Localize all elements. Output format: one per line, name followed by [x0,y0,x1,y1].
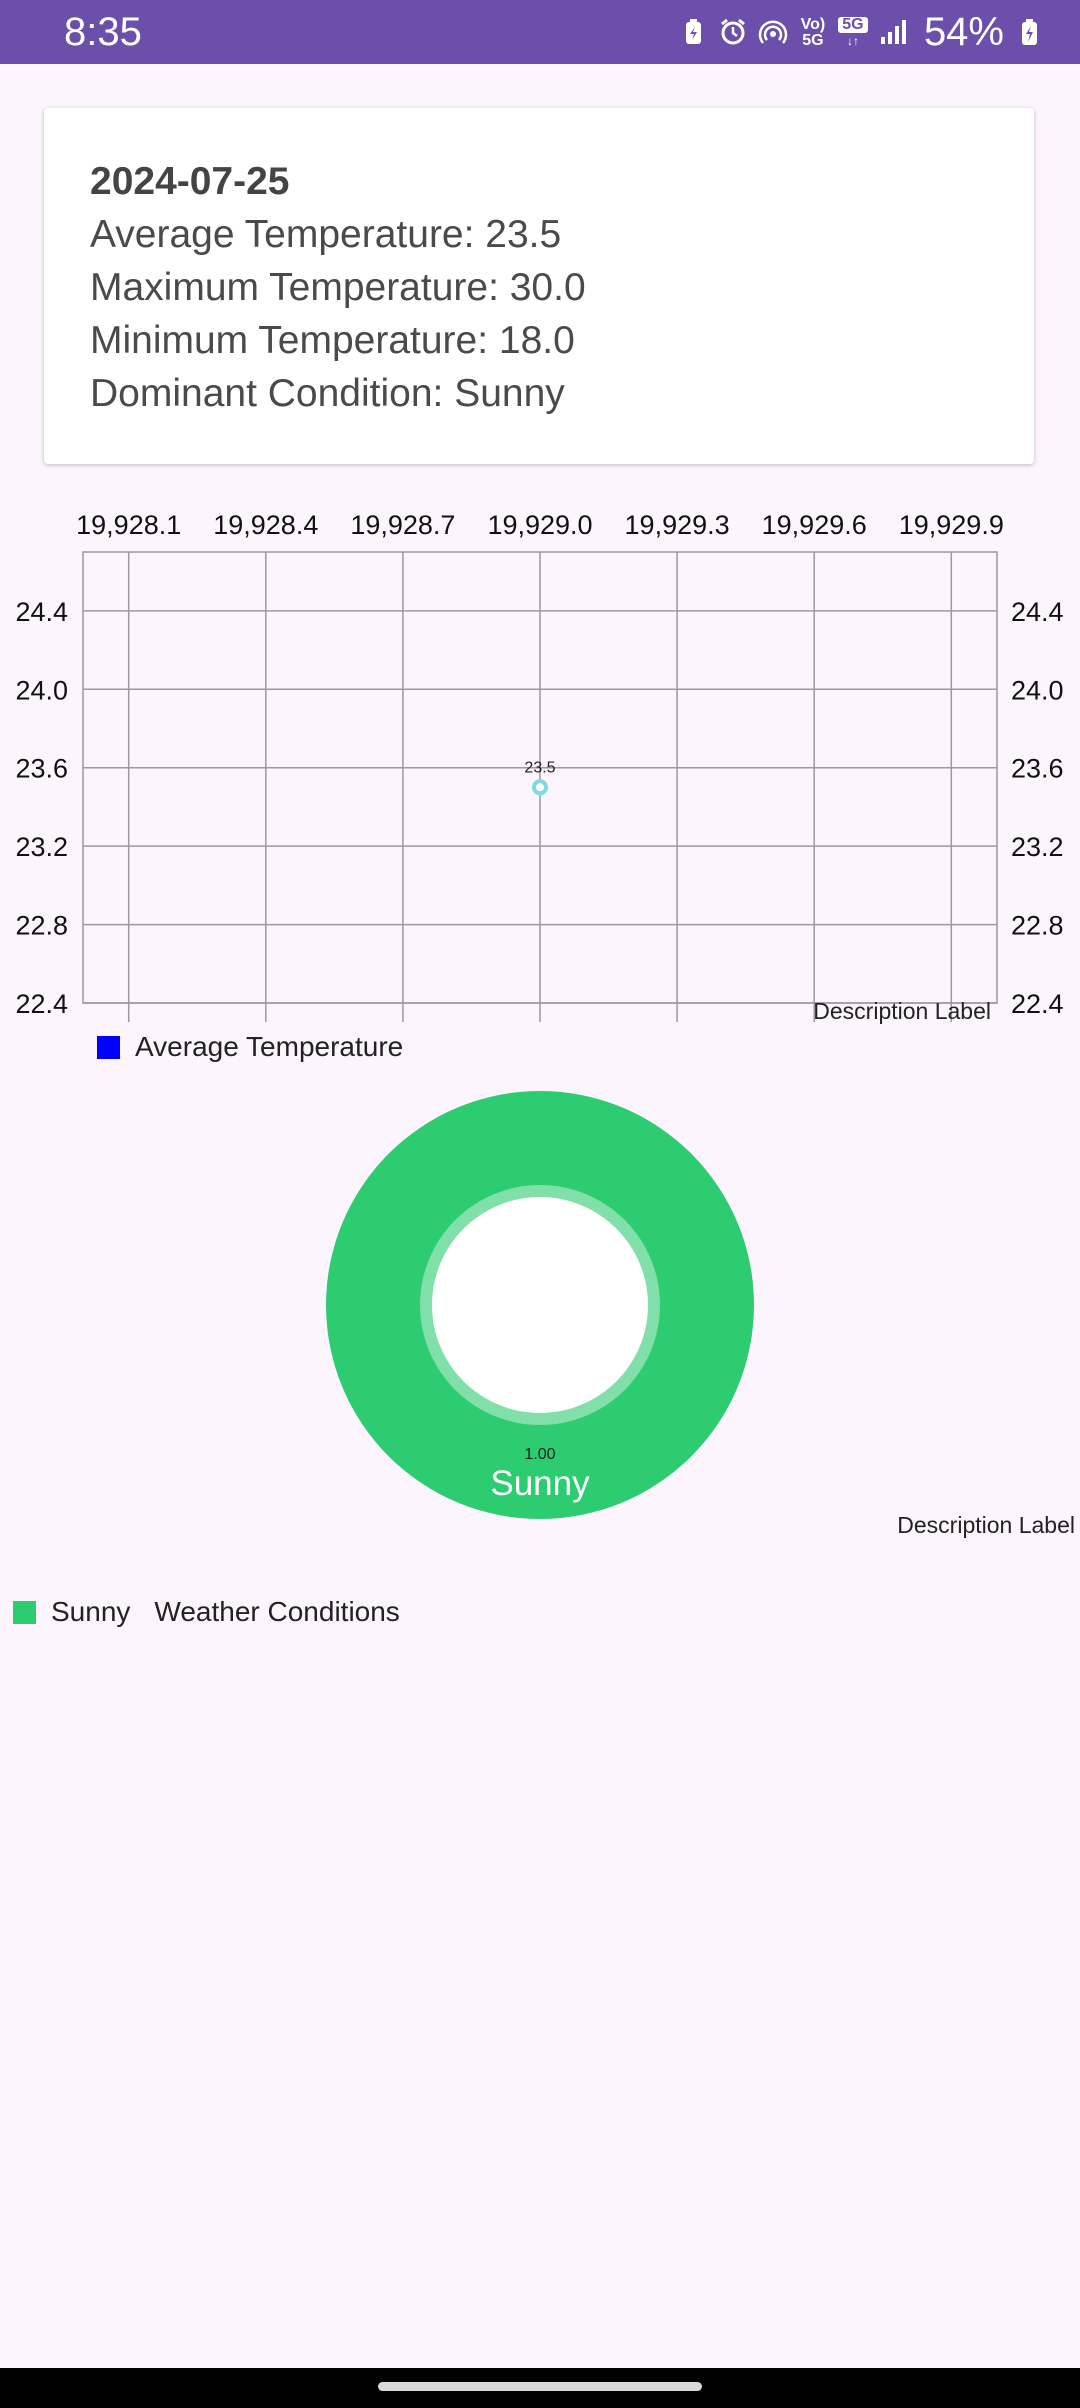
x-tick-label: 19,928.4 [213,510,318,540]
summary-maximum-temperature: Maximum Temperature: 30.0 [90,266,586,309]
summary-date: 2024-07-25 [90,160,290,203]
y-tick-label-left: 22.8 [15,911,68,941]
legend-label-sunny: Sunny [51,1596,131,1627]
pie-chart-description: Description Label [897,1512,1075,1538]
summary-card: 2024-07-25 Average Temperature: 23.5 Max… [44,108,1034,464]
y-tick-label-left: 24.4 [15,597,68,627]
signal-icon [880,20,906,44]
volte-top: Vo) [800,16,826,33]
y-tick-label-right: 23.6 [1011,754,1064,784]
y-tick-label-right: 24.0 [1011,675,1064,705]
legend-label-average-temperature: Average Temperature [135,1031,404,1062]
x-tick-label: 19,928.1 [76,510,181,540]
temperature-line-chart[interactable]: 19,928.1 19,928.4 19,928.7 19,929.0 19,929.3… [0,0,1080,1080]
pie-hole [432,1197,648,1413]
y-tick-label-right: 24.4 [1011,597,1064,627]
5g-badge: 5G [837,17,868,33]
summary-minimum-temperature: Minimum Temperature: 18.0 [90,319,575,362]
5g-arrows: ↓↑ [846,34,859,48]
y-tick-label-right: 23.2 [1011,832,1064,862]
home-gesture-handle[interactable] [378,2382,702,2391]
y-tick-label-left: 22.4 [15,989,68,1019]
x-tick-label: 19,929.9 [899,510,1004,540]
line-chart-description: Description Label [813,998,991,1024]
summary-average-temperature: Average Temperature: 23.5 [90,213,562,256]
status-bar: 8:35 Vo) 5G 5G ↓↑ [0,0,1080,64]
x-tick-label: 19,929.6 [762,510,867,540]
x-tick-label: 19,928.7 [350,510,455,540]
y-tick-label-left: 23.2 [15,832,68,862]
summary-dominant-condition: Dominant Condition: Sunny [90,372,565,415]
navigation-bar [0,2368,1080,2408]
volte-bottom: 5G [802,32,824,49]
pie-chart-legend: Sunny Weather Conditions [13,1596,400,1628]
line-chart-legend: Average Temperature [97,1031,403,1063]
legend-swatch-average-temperature [97,1035,120,1059]
pie-chart-title: Weather Conditions [154,1596,400,1627]
legend-swatch-sunny [13,1600,36,1624]
status-icons: Vo) 5G 5G ↓↑ 54% [678,8,1044,56]
alarm-icon [721,18,745,45]
data-point-label: 23.5 [524,759,555,776]
battery-charging-icon [1022,19,1037,45]
y-tick-label-left: 24.0 [15,675,68,705]
pie-value-label: 1.00 [524,1446,555,1463]
x-tick-label: 19,929.3 [625,510,730,540]
status-time: 8:35 [64,10,142,54]
y-tick-label-right: 22.8 [1011,911,1064,941]
pie-category-label: Sunny [490,1464,590,1503]
x-tick-label: 19,929.0 [487,510,592,540]
y-tick-label-left: 23.6 [15,754,68,784]
y-tick-label-right: 22.4 [1011,989,1064,1019]
5g-icon: 5G ↓↑ [837,17,868,48]
data-point [532,779,548,796]
battery-saver-icon [685,19,701,44]
hotspot-icon [758,20,788,44]
volte-icon: Vo) 5G [798,16,828,49]
battery-percent: 54% [923,10,1004,54]
